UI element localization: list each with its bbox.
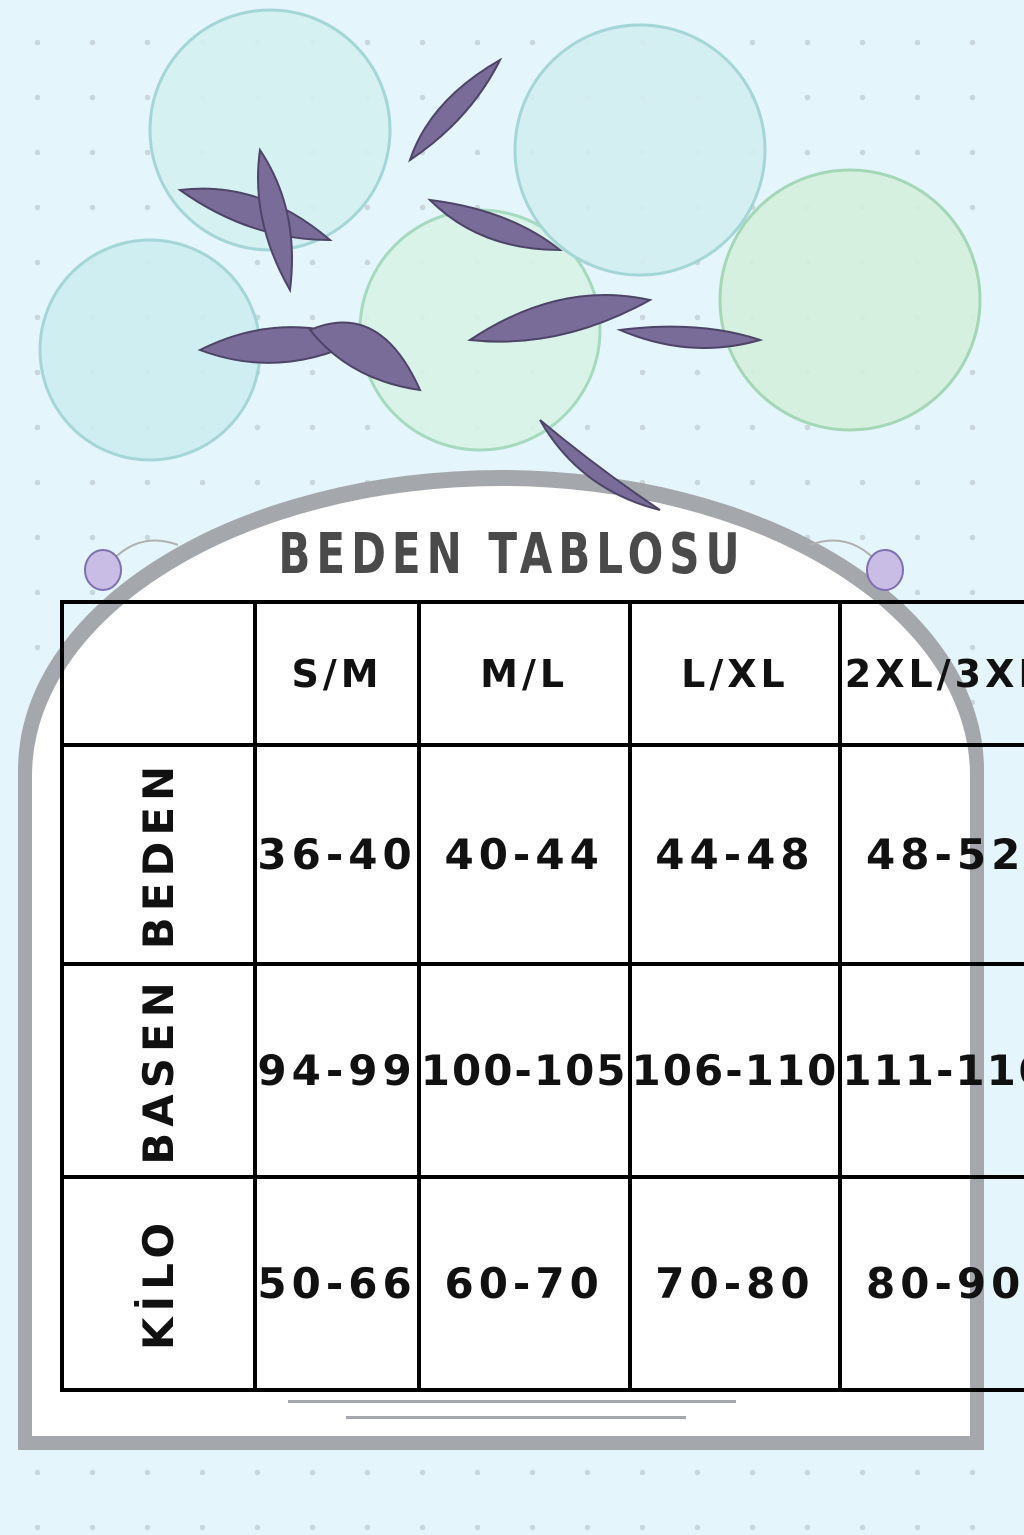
- rose-icon-left: [84, 539, 178, 591]
- size-table: S/M M/L L/XL 2XL/3XL BEDEN 36-40 40-44 4…: [59, 600, 1024, 1392]
- table-cell: 50-66: [253, 1175, 421, 1392]
- leaf: [257, 147, 293, 294]
- column-header: M/L: [416, 600, 632, 747]
- table-header-row: S/M M/L L/XL 2XL/3XL: [59, 600, 1024, 747]
- leaf: [308, 321, 422, 392]
- table-cell: 106-110: [627, 962, 843, 1179]
- decorative-divider: [346, 1416, 686, 1419]
- table-cell: 94-99: [253, 962, 421, 1179]
- leaf: [408, 57, 503, 163]
- leaf: [616, 325, 764, 349]
- decorative-divider: [288, 1400, 736, 1403]
- row-label: KİLO: [59, 1175, 258, 1392]
- leaf: [177, 187, 333, 242]
- table-cell: 48-52: [838, 743, 1024, 966]
- column-header: S/M: [253, 600, 421, 747]
- rose-icon-right: [810, 539, 904, 591]
- table-row: BEDEN 36-40 40-44 44-48 48-52: [59, 743, 1024, 966]
- table-cell: 100-105: [416, 962, 632, 1179]
- leaf: [427, 198, 563, 252]
- leaf: [539, 419, 661, 511]
- column-header: L/XL: [627, 600, 843, 747]
- table-cell: 40-44: [416, 743, 632, 966]
- page-title: BEDEN TABLOSU: [278, 522, 746, 587]
- empty-corner-cell: [59, 600, 258, 747]
- table-cell: 36-40: [253, 743, 421, 966]
- flower-cluster: [513, 23, 767, 277]
- table-row: KİLO 50-66 60-70 70-80 80-90: [59, 1175, 1024, 1392]
- table-cell: 70-80: [627, 1175, 843, 1392]
- leaf: [467, 294, 653, 343]
- table-cell: 80-90: [838, 1175, 1024, 1392]
- row-label: BEDEN: [59, 743, 258, 966]
- row-label: BASEN: [59, 962, 258, 1179]
- table-cell: 60-70: [416, 1175, 632, 1392]
- hydrangea-illustration: [38, 8, 982, 511]
- table-cell: 44-48: [627, 743, 843, 966]
- table-cell: 111-116: [838, 962, 1024, 1179]
- table-row: BASEN 94-99 100-105 106-110 111-116: [59, 962, 1024, 1179]
- flower-cluster: [718, 168, 982, 432]
- column-header: 2XL/3XL: [838, 600, 1024, 747]
